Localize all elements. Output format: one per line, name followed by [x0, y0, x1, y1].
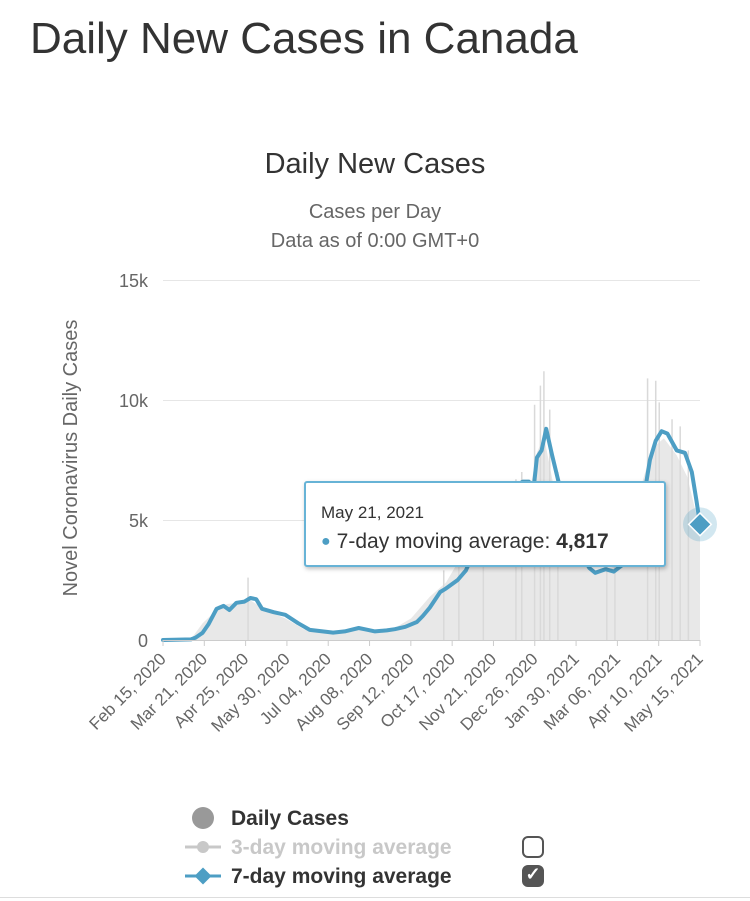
y-axis-title: Novel Coronavirus Daily Cases [60, 320, 82, 597]
daily-cases-area [163, 436, 700, 640]
chart-subtitle-date: Data as of 0:00 GMT+0 [271, 230, 479, 252]
y-tick-label: 5k [129, 511, 149, 531]
legend-label: Daily Cases [231, 807, 349, 830]
y-tick-label: 10k [119, 391, 149, 411]
circle-icon [192, 807, 214, 829]
daily-cases-area-path [163, 436, 700, 640]
legend-label: 3-day moving average [231, 836, 452, 859]
chart-title: Daily New Cases [265, 148, 486, 180]
tooltip-series-label: 7-day moving average [336, 530, 545, 553]
hover-marker-group [683, 507, 717, 542]
tooltip-date: May 21, 2021 [321, 503, 425, 522]
legend-checkbox-3-day[interactable] [522, 836, 544, 858]
legend-item-3-day-average[interactable]: 3-day moving average [185, 834, 565, 862]
legend-label: 7-day moving average [231, 865, 452, 888]
tooltip-separator: : [544, 530, 551, 553]
line-circle-icon [185, 841, 221, 853]
legend-item-7-day-average[interactable]: 7-day moving average [185, 863, 565, 891]
line-diamond-icon [185, 867, 221, 885]
y-tick-label: 0 [138, 631, 148, 651]
legend-checkbox-7-day[interactable] [522, 864, 544, 887]
chart-tooltip: May 21, 2021 ● 7-day moving average: 4,81… [304, 481, 666, 567]
chart-subtitle: Cases per Day [309, 201, 441, 223]
diamond-marker-icon [687, 512, 713, 537]
legend-item-daily-cases[interactable]: Daily Cases [185, 805, 565, 833]
series-dot-icon: ● [321, 533, 331, 550]
y-axis-ticks: 0 5k 10k 15k [119, 271, 149, 651]
tooltip-row: ● 7-day moving average: 4,817 [321, 530, 609, 554]
page-divider [0, 897, 750, 898]
tooltip-value: 4,817 [556, 530, 609, 553]
y-tick-label: 15k [119, 271, 149, 291]
page-title: Daily New Cases in Canada [30, 14, 578, 63]
